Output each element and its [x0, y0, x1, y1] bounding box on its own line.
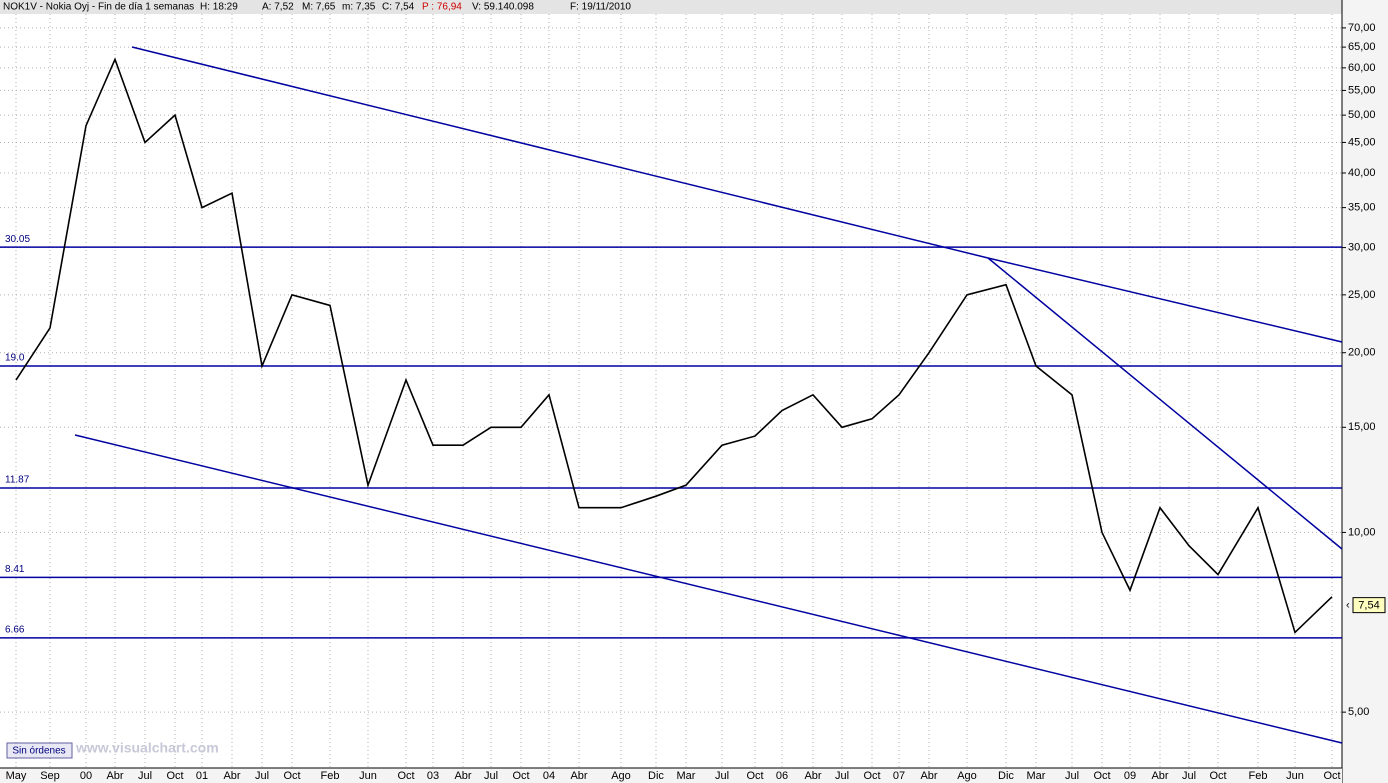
quote: H: 18:29	[200, 2, 238, 13]
y-tick-label: 20,00	[1348, 347, 1376, 359]
x-tick-label: 04	[543, 770, 555, 782]
quote: V: 59.140.098	[472, 2, 534, 13]
y-tick-label: 60,00	[1348, 62, 1376, 74]
price-line	[15, 57, 1333, 634]
y-tick-label: 45,00	[1348, 136, 1376, 148]
x-tick-label: Oct	[283, 770, 300, 782]
x-tick-label: Abr	[106, 770, 123, 782]
trend-line	[74, 434, 1343, 744]
last-price-box	[1352, 597, 1386, 614]
y-tick-label: 55,00	[1348, 84, 1376, 96]
x-tick-label: Dic	[648, 770, 664, 782]
last-price-label: 7,54	[1358, 600, 1379, 612]
quote: m: 7,35	[342, 2, 376, 13]
x-tick-label: Jun	[359, 770, 377, 782]
x-tick-label: Jul	[138, 770, 152, 782]
trend-line	[987, 257, 1343, 550]
x-tick-label: 01	[196, 770, 208, 782]
level-label: 11.87	[5, 475, 30, 486]
x-tick-label: Oct	[1323, 770, 1340, 782]
y-tick-label: 35,00	[1348, 202, 1376, 214]
quote: C: 7,54	[382, 2, 415, 13]
quote: M: 7,65	[302, 2, 336, 13]
trend-line	[987, 257, 1343, 343]
x-tick-label: Jun	[1286, 770, 1304, 782]
chart-title: NOK1V - Nokia Oyj - Fin de día 1 semanas	[3, 2, 194, 13]
y-tick-label: 30,00	[1348, 241, 1376, 253]
y-tick-label: 5,00	[1348, 706, 1369, 718]
y-tick-label: 65,00	[1348, 41, 1376, 53]
y-tick-label: 10,00	[1348, 526, 1376, 538]
orders-button[interactable]	[6, 742, 73, 759]
y-tick-label: 25,00	[1348, 289, 1376, 301]
x-tick-label: Jul	[1065, 770, 1079, 782]
x-tick-label: 09	[1124, 770, 1136, 782]
x-tick-label: Mar	[1027, 770, 1046, 782]
x-tick-label: May	[6, 770, 27, 782]
level-label: 8.41	[5, 564, 25, 575]
x-axis-panel	[0, 768, 1342, 783]
x-tick-label: Ago	[957, 770, 977, 782]
x-tick-label: Oct	[512, 770, 529, 782]
x-tick-label: Sep	[40, 770, 60, 782]
level-label: 19.0	[5, 353, 25, 364]
x-tick-label: Jul	[715, 770, 729, 782]
level-label: 30.05	[5, 234, 30, 245]
x-tick-label: Oct	[1209, 770, 1226, 782]
x-tick-label: Abr	[920, 770, 937, 782]
x-tick-label: 03	[427, 770, 439, 782]
level-label: 6.66	[5, 624, 25, 635]
x-tick-label: Oct	[166, 770, 183, 782]
x-tick-label: Abr	[804, 770, 821, 782]
x-tick-label: Mar	[677, 770, 696, 782]
trend-line	[131, 46, 989, 259]
x-tick-label: Dic	[998, 770, 1014, 782]
quote: P : 76,94	[422, 2, 462, 13]
x-tick-label: Oct	[397, 770, 414, 782]
x-tick-label: Jul	[835, 770, 849, 782]
x-tick-label: Oct	[746, 770, 763, 782]
x-tick-label: Ago	[611, 770, 631, 782]
x-tick-label: Abr	[454, 770, 471, 782]
quote: A: 7,52	[262, 2, 294, 13]
x-tick-label: Feb	[321, 770, 340, 782]
x-tick-label: Abr	[1151, 770, 1168, 782]
last-price-marker: ‹	[1346, 600, 1350, 612]
x-tick-label: Abr	[223, 770, 240, 782]
orders-button-label[interactable]: Sin órdenes	[12, 746, 65, 757]
x-tick-label: 00	[80, 770, 92, 782]
x-tick-label: Feb	[1249, 770, 1268, 782]
x-tick-label: Oct	[1093, 770, 1110, 782]
y-tick-label: 70,00	[1348, 22, 1376, 34]
x-tick-label: Jul	[255, 770, 269, 782]
x-tick-label: Abr	[570, 770, 587, 782]
y-tick-label: 50,00	[1348, 109, 1376, 121]
x-tick-label: 06	[776, 770, 788, 782]
x-tick-label: 07	[893, 770, 905, 782]
watermark: www.visualchart.com	[75, 740, 219, 756]
x-tick-label: Jul	[484, 770, 498, 782]
x-tick-label: Jul	[1182, 770, 1196, 782]
quote: F: 19/11/2010	[570, 2, 631, 13]
x-tick-label: Oct	[863, 770, 880, 782]
y-tick-label: 40,00	[1348, 167, 1376, 179]
y-tick-label: 15,00	[1348, 421, 1376, 433]
y-axis-panel	[1342, 0, 1388, 783]
header-bar	[0, 0, 1342, 14]
